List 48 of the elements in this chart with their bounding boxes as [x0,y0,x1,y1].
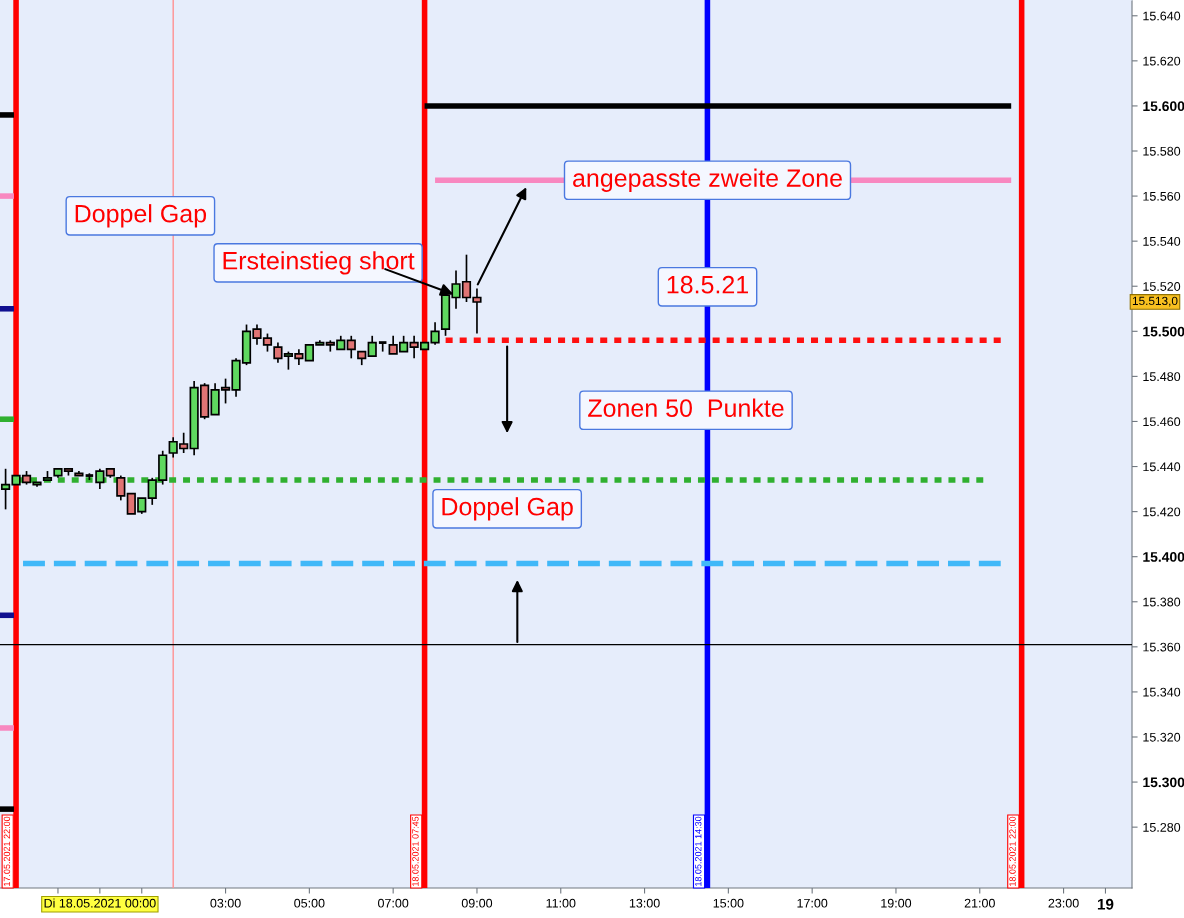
x-tick-label: 13:00 [629,898,660,908]
y-tick-label: 15.620 [1143,56,1181,66]
y-tick-label: 15.360 [1143,642,1181,652]
y-tick-label: 15.540 [1143,236,1181,246]
x-tick-label: 05:00 [294,898,325,908]
annotation: Doppel Gap [442,497,573,521]
ref-line-label: 18.05.2021 22:00 [1009,816,1016,886]
y-tick-label: 15.480 [1143,372,1181,382]
x-tick-label: 21:00 [964,898,995,908]
candlestick [95,467,105,490]
x-tick-label: 09:00 [461,898,493,908]
y-tick-label: 15.640 [1143,11,1181,21]
x-tick-label: 07:00 [378,898,409,908]
x-tick-label: 19:00 [881,898,912,908]
y-tick-label: 15.400 [1143,552,1184,562]
candlestick [346,334,356,360]
text: 15.513,0 [1132,296,1178,307]
x-tick-label: 19 [1097,898,1114,910]
x-tick-label: 15:00 [713,898,744,908]
x-tick-label: Di 18.05.2021 00:00 [44,898,156,908]
x-tick-label: 03:00 [210,898,241,908]
candlestick [116,474,126,502]
y-tick-label: 15.420 [1143,507,1181,517]
ref-line-label: 17.05.2021 22:00 [3,816,11,886]
annotation: angepasste zweite Zone [573,168,842,192]
y-tick-label: 15.580 [1143,146,1181,156]
y-tick-label: 15.440 [1143,462,1181,472]
y-tick-label: 15.520 [1143,282,1181,291]
candlestick [377,341,388,353]
y-tick-label: 15.340 [1143,687,1181,697]
y-tick-label: 15.600 [1143,101,1184,112]
y-tick-label: 15.280 [1143,822,1181,832]
y-tick-label: 15.560 [1143,191,1181,201]
y-tick-label: 15.500 [1143,326,1184,337]
y-tick-label: 15.300 [1143,777,1184,788]
y-tick-label: 15.320 [1143,732,1181,742]
x-tick-label: 11:00 [546,898,576,908]
y-tick-label: 15.380 [1143,597,1181,607]
y-tick-label: 15.460 [1143,417,1181,427]
ref-line-label: 18.05.2021 14:30 [695,816,702,886]
annotation: Doppel Gap [75,204,207,228]
annotation: Zonen 50 Punkte [588,398,784,417]
ref-line-label: 18.05.2021 07:45 [412,816,419,886]
annotation: 18.5.21 [667,275,748,294]
x-tick-label: 23:00 [1048,898,1079,908]
annotation: Ersteinstieg short [223,251,415,275]
x-tick-label: 17:00 [797,898,828,908]
candlestick [367,334,377,357]
